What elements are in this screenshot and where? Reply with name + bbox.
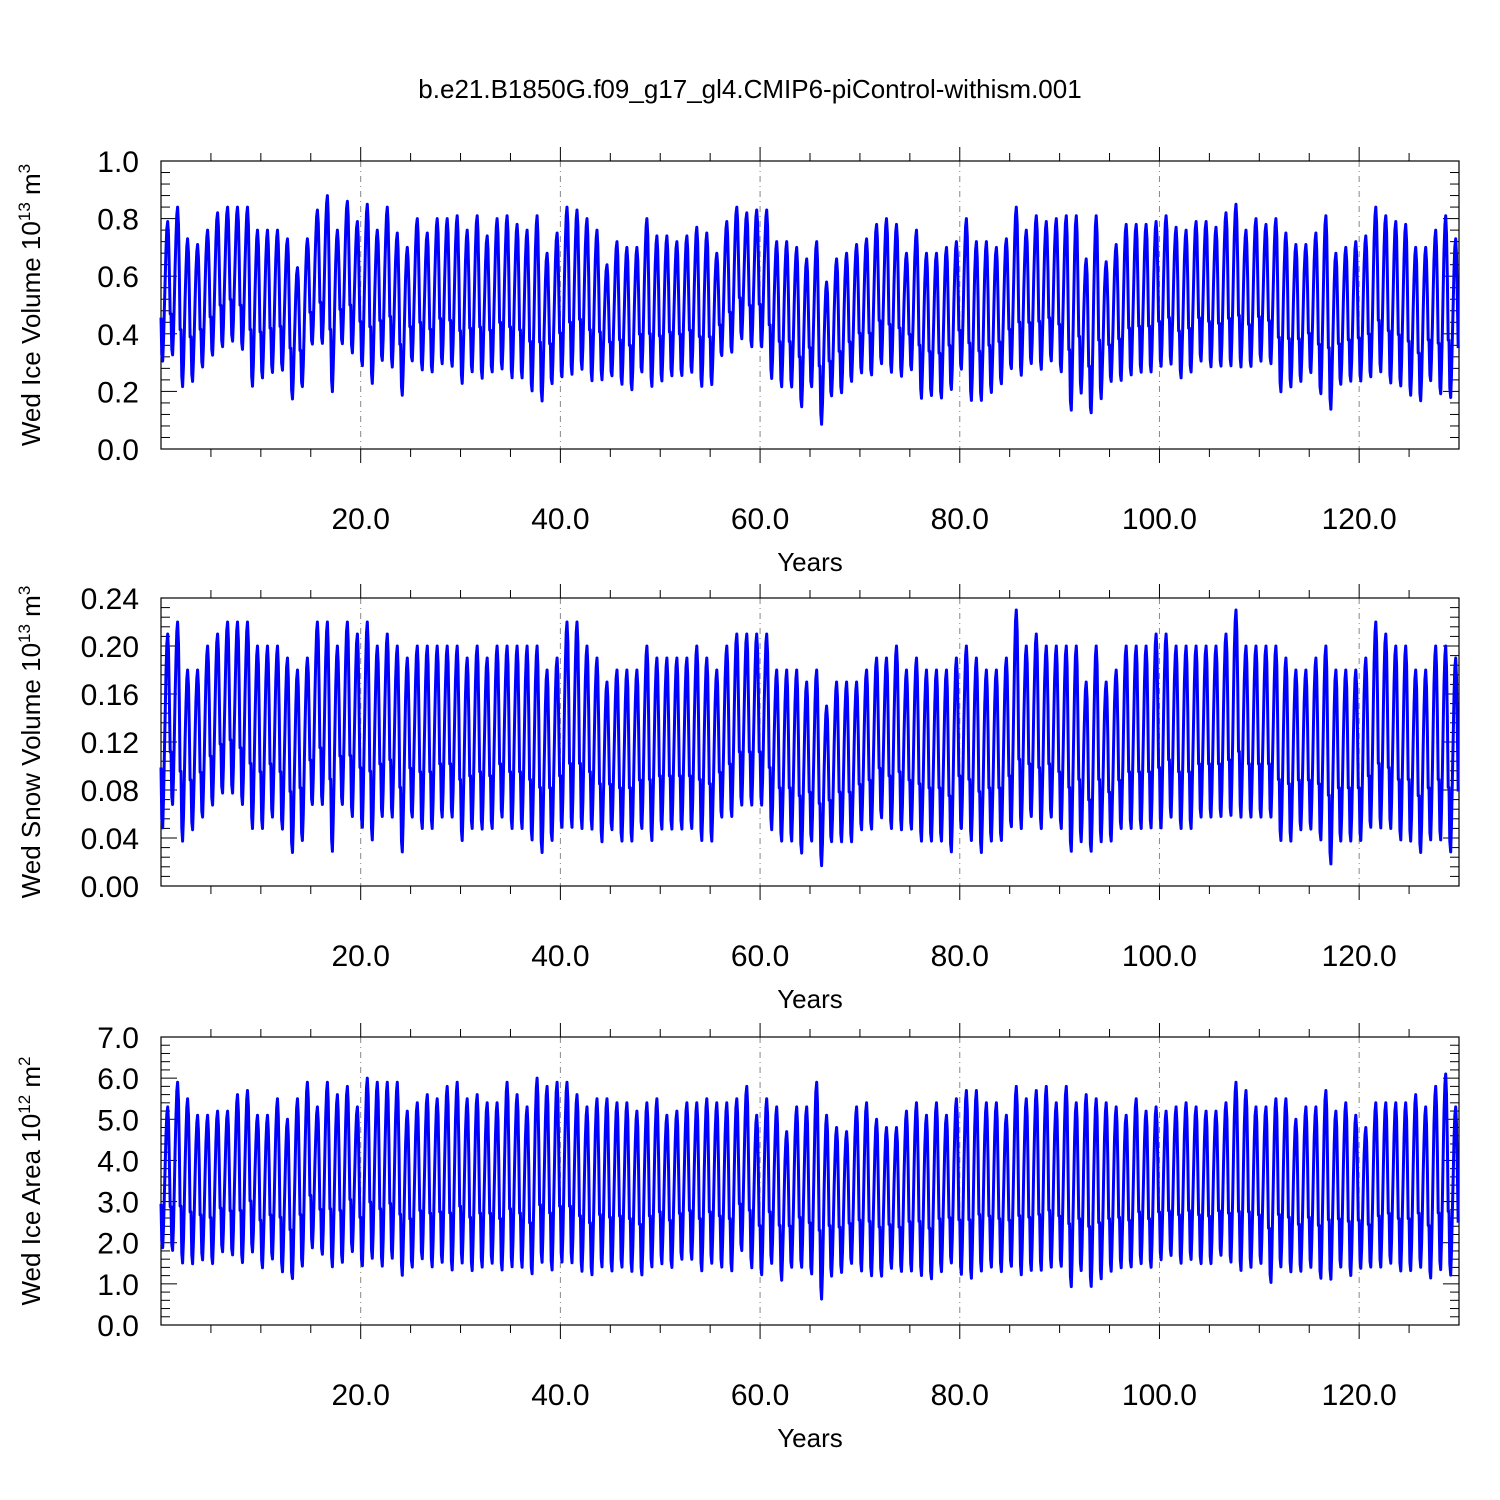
x-tick-label: 20.0 [331, 940, 389, 973]
y-tick-label: 0.08 [81, 775, 139, 808]
y-tick-label: 0.12 [81, 727, 139, 760]
y-tick-label: 0.00 [81, 871, 139, 904]
y-tick-label: 0.8 [97, 204, 139, 237]
x-tick-label: 100.0 [1122, 503, 1197, 536]
plot-frame [160, 597, 1460, 887]
x-tick-label: 80.0 [931, 940, 989, 973]
y-tick-label: 0.0 [97, 434, 139, 467]
x-tick-label: 120.0 [1322, 503, 1397, 536]
x-tick-label: 100.0 [1122, 940, 1197, 973]
y-tick-label: 0.16 [81, 679, 139, 712]
figure-title: b.e21.B1850G.f09_g17_gl4.CMIP6-piControl… [418, 74, 1081, 104]
y-tick-label: 0.6 [97, 261, 139, 294]
plot-frame [160, 160, 1460, 450]
y-tick-label: 2.0 [97, 1228, 139, 1261]
x-tick-label: 60.0 [731, 940, 789, 973]
x-axis-title: Years [777, 1423, 843, 1453]
y-tick-label: 6.0 [97, 1063, 139, 1096]
x-tick-label: 80.0 [931, 503, 989, 536]
y-axis-title: Wed Ice Area 1012 m2 [15, 1056, 46, 1305]
y-tick-label: 1.0 [97, 146, 139, 179]
chart-panel-3: 0.0 1.0 2.0 3.0 4.0 5.0 6.0 7.0 20.0 40.0 60.0 80.0… [15, 1022, 1460, 1453]
x-tick-label: 40.0 [531, 503, 589, 536]
x-axis-title: Years [777, 984, 843, 1014]
y-tick-label: 4.0 [97, 1145, 139, 1178]
y-tick-label: 1.0 [97, 1269, 139, 1302]
series-line-0 [159, 608, 1460, 868]
y-tick-label: 3.0 [97, 1187, 139, 1220]
x-tick-label: 40.0 [531, 940, 589, 973]
x-tick-label: 20.0 [331, 1379, 389, 1412]
panels: 0.0 0.2 0.4 0.6 0.8 1.0 20.0 40.0 60.0 80.0 100.0 1… [15, 146, 1460, 1453]
y-tick-label: 7.0 [97, 1022, 139, 1055]
y-axis-title: Wed Snow Volume 1013 m3 [15, 586, 46, 899]
y-tick-label: 0.0 [97, 1310, 139, 1343]
x-axis-title: Years [777, 547, 843, 577]
x-tick-label: 60.0 [731, 503, 789, 536]
x-tick-label: 120.0 [1322, 1379, 1397, 1412]
chart-panel-1: 0.0 0.2 0.4 0.6 0.8 1.0 20.0 40.0 60.0 80.0 100.0 1… [15, 146, 1460, 577]
x-tick-label: 80.0 [931, 1379, 989, 1412]
y-tick-label: 0.04 [81, 823, 139, 856]
x-tick-label: 120.0 [1322, 940, 1397, 973]
y-tick-label: 5.0 [97, 1104, 139, 1137]
y-tick-label: 0.2 [97, 376, 139, 409]
y-tick-label: 0.24 [81, 583, 139, 616]
series-line-0 [159, 194, 1460, 426]
chart-panel-2: 0.00 0.04 0.08 0.12 0.16 0.20 0.24 20.0 40.0 60.0… [15, 583, 1460, 1014]
x-tick-label: 100.0 [1122, 1379, 1197, 1412]
series-line-0 [159, 1072, 1460, 1301]
x-tick-label: 60.0 [731, 1379, 789, 1412]
y-axis-title: Wed Ice Volume 1013 m3 [15, 164, 46, 446]
x-tick-label: 40.0 [531, 1379, 589, 1412]
x-tick-label: 20.0 [331, 503, 389, 536]
y-tick-label: 0.4 [97, 319, 139, 352]
y-tick-label: 0.20 [81, 631, 139, 664]
